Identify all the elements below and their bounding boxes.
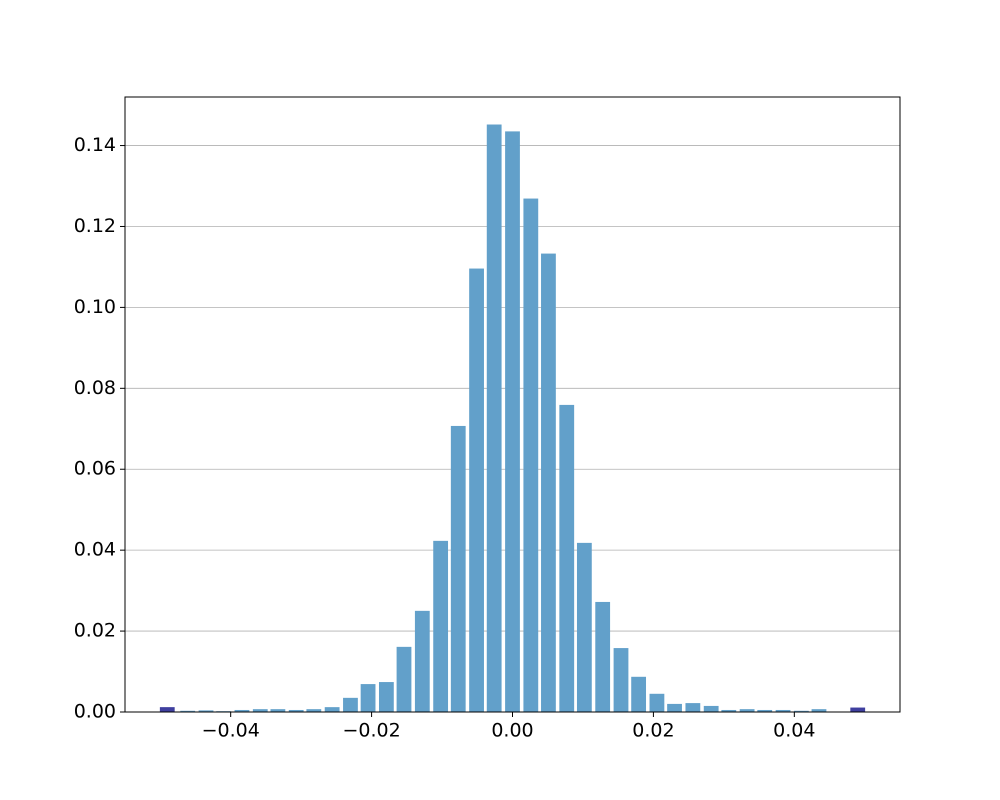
bar	[450, 425, 466, 712]
y-tick-label: 0.02	[74, 620, 116, 642]
bar	[850, 707, 866, 712]
bar	[703, 705, 719, 712]
bar	[613, 648, 629, 712]
bar	[306, 709, 322, 712]
bar	[360, 684, 376, 712]
bar	[649, 693, 665, 712]
bar	[576, 542, 592, 712]
x-tick-label: −0.02	[342, 720, 400, 742]
bar	[433, 540, 449, 712]
bar	[541, 253, 556, 713]
x-tick-label: 0.02	[632, 720, 674, 742]
y-tick-label: 0.08	[74, 377, 116, 399]
bar	[505, 131, 520, 712]
bar	[793, 710, 809, 712]
bar	[252, 709, 268, 712]
bar	[595, 601, 611, 712]
bar	[288, 709, 304, 712]
plot-frame	[124, 96, 901, 713]
y-tick-label: 0.14	[74, 134, 116, 156]
x-tick-label: 0.00	[491, 720, 533, 742]
bar	[757, 709, 773, 712]
x-tick-label: −0.04	[202, 720, 260, 742]
bar	[523, 198, 539, 713]
bar	[685, 703, 701, 712]
bar	[324, 707, 340, 712]
y-tick-label: 0.10	[74, 296, 116, 318]
bar	[811, 709, 827, 712]
y-tick-label: 0.04	[74, 539, 116, 561]
bar	[469, 268, 484, 712]
bar	[159, 707, 175, 712]
y-tick-label: 0.00	[74, 701, 116, 723]
bar	[378, 682, 394, 712]
y-tick-label: 0.06	[74, 458, 116, 480]
bar	[739, 709, 755, 712]
bar	[667, 703, 682, 712]
bar	[721, 709, 737, 712]
bar	[343, 697, 358, 712]
bar	[414, 610, 430, 712]
bar	[270, 709, 286, 712]
bar	[775, 709, 791, 712]
bar	[198, 710, 214, 712]
bar	[234, 709, 250, 712]
bar	[180, 710, 196, 712]
bar	[559, 404, 575, 712]
bar	[486, 124, 502, 712]
y-tick-label: 0.12	[74, 215, 116, 237]
x-tick-label: 0.04	[773, 720, 815, 742]
bar	[396, 646, 412, 712]
bar	[631, 676, 647, 712]
